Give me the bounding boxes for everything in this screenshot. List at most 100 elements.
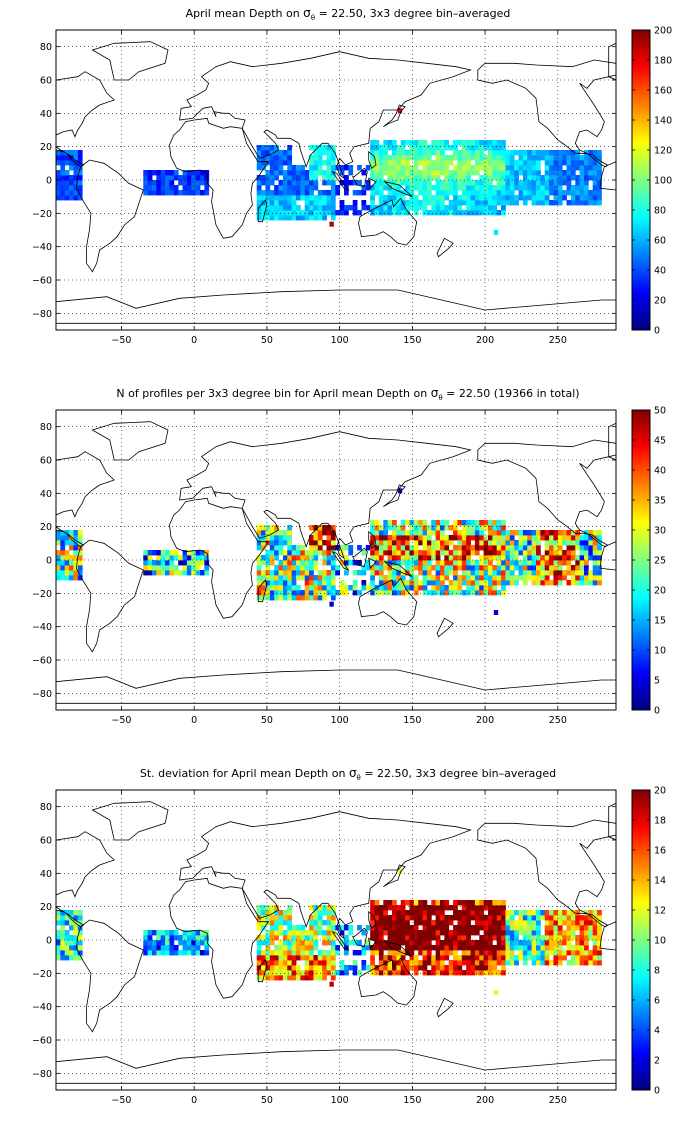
data-bin xyxy=(269,155,275,161)
data-bin xyxy=(514,555,519,561)
data-bin xyxy=(361,585,367,591)
data-bin xyxy=(186,935,192,941)
data-bin xyxy=(575,945,581,951)
data-bin xyxy=(265,915,271,921)
data-bin xyxy=(313,940,319,946)
data-bin xyxy=(291,925,297,931)
data-bin xyxy=(422,550,428,556)
data-bin xyxy=(453,570,458,576)
data-bin xyxy=(387,535,393,541)
data-bin xyxy=(553,575,559,581)
data-bin xyxy=(501,205,506,211)
data-bin xyxy=(448,190,454,196)
data-bin xyxy=(291,945,297,951)
data-bin xyxy=(309,565,314,571)
data-bin xyxy=(60,545,66,551)
data-bin xyxy=(549,960,554,966)
data-bin xyxy=(326,200,332,206)
data-bin xyxy=(409,930,415,936)
data-bin xyxy=(457,155,463,161)
data-bin xyxy=(304,580,310,586)
data-bin xyxy=(575,185,581,191)
data-bin xyxy=(370,155,375,161)
data-bin xyxy=(570,945,576,951)
data-bin xyxy=(287,930,293,936)
coastline xyxy=(331,930,350,951)
data-bin xyxy=(287,175,293,181)
data-bin xyxy=(496,575,502,581)
data-bin xyxy=(474,195,480,201)
data-bin xyxy=(173,950,179,956)
data-bin xyxy=(488,145,493,151)
data-bin xyxy=(522,575,528,581)
data-bin xyxy=(492,545,498,551)
data-bin xyxy=(474,900,480,906)
data-bin xyxy=(597,915,602,921)
data-bin xyxy=(313,195,319,201)
data-bin xyxy=(392,935,397,941)
data-bin xyxy=(392,905,397,911)
data-bin xyxy=(488,905,493,911)
data-bin xyxy=(165,935,170,941)
data-bin xyxy=(492,935,498,941)
data-bin xyxy=(296,925,301,931)
data-bin xyxy=(309,535,314,541)
colorbar-tick-label: 0 xyxy=(654,1086,660,1097)
data-bin xyxy=(492,160,498,166)
data-bin xyxy=(457,965,463,971)
data-bin xyxy=(505,170,511,176)
data-bin xyxy=(204,940,210,946)
data-bin xyxy=(461,935,467,941)
data-bin xyxy=(309,920,314,926)
data-bin xyxy=(522,200,528,206)
data-bin xyxy=(274,555,279,561)
coastline xyxy=(608,42,616,78)
data-bin xyxy=(597,950,602,956)
data-bin xyxy=(422,910,428,916)
data-bin xyxy=(374,540,380,546)
data-bin xyxy=(553,170,559,176)
colorbar-tick-label: 45 xyxy=(654,436,666,447)
data-bin xyxy=(440,590,445,596)
data-bin xyxy=(405,540,410,546)
data-bin xyxy=(536,910,541,916)
data-bin xyxy=(374,900,380,906)
data-bin xyxy=(466,905,471,911)
data-bin xyxy=(400,145,406,151)
data-bin xyxy=(265,960,271,966)
data-bin xyxy=(536,200,541,206)
data-bin xyxy=(291,595,297,601)
data-bin xyxy=(204,190,210,196)
data-bin xyxy=(64,195,70,201)
data-bin xyxy=(514,180,519,186)
data-bin xyxy=(444,565,450,571)
data-bin xyxy=(304,970,310,976)
data-bin xyxy=(265,975,271,981)
data-bin xyxy=(514,925,519,931)
data-bin xyxy=(296,195,301,201)
data-bin xyxy=(505,160,511,166)
data-bin xyxy=(488,925,493,931)
data-bin xyxy=(570,915,576,921)
data-bin xyxy=(64,190,70,196)
data-bin xyxy=(453,555,458,561)
data-bin xyxy=(195,185,201,191)
data-bin xyxy=(531,560,537,566)
data-bin xyxy=(287,210,293,216)
data-bin xyxy=(156,570,162,576)
data-bin xyxy=(261,555,266,561)
data-bin xyxy=(392,525,397,531)
data-bin xyxy=(592,530,598,536)
data-bin xyxy=(261,915,266,921)
data-bin xyxy=(69,910,74,916)
data-bin xyxy=(64,570,70,576)
data-bin xyxy=(387,925,393,931)
data-bin xyxy=(352,190,358,196)
data-bin xyxy=(557,580,563,586)
data-bin xyxy=(296,950,301,956)
data-bin xyxy=(261,145,266,151)
data-bin xyxy=(461,930,467,936)
data-bin xyxy=(518,915,524,921)
data-bin xyxy=(514,930,519,936)
data-bin xyxy=(584,575,589,581)
